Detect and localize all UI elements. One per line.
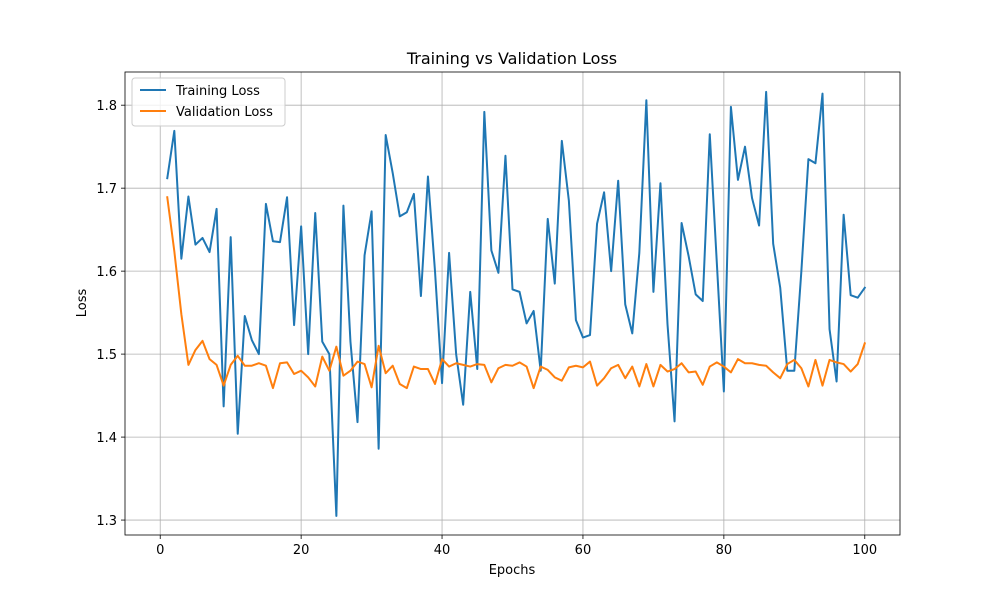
x-tick-label: 40	[434, 543, 451, 558]
series-layer	[166, 90, 867, 517]
y-tick-label: 1.6	[96, 265, 117, 280]
legend-label-training-loss: Training Loss	[175, 84, 260, 99]
legend: Training Loss Validation Loss	[131, 77, 286, 127]
y-tick-label: 1.5	[96, 348, 117, 363]
x-tick-label: 100	[852, 543, 877, 558]
series-line-validation-loss	[166, 196, 867, 390]
legend-box	[131, 77, 286, 127]
y-tick-label: 1.4	[96, 431, 117, 446]
x-axis-label: Epochs	[489, 563, 536, 578]
y-axis-label: Loss	[75, 289, 90, 318]
y-tick-label: 1.7	[96, 182, 117, 197]
x-tick-label: 20	[293, 543, 310, 558]
y-tick-label: 1.3	[96, 514, 117, 529]
legend-label-validation-loss: Validation Loss	[176, 105, 273, 120]
x-tick-label: 80	[716, 543, 733, 558]
x-tick-label: 0	[156, 543, 164, 558]
plot-area-frame	[124, 71, 901, 536]
y-tick-label: 1.8	[96, 99, 117, 114]
axis-ticks: 0 20 40 60 80 100 1.3 1.4 1.5 1.6 1.7 1.8	[96, 99, 877, 558]
series-line-training-loss	[166, 90, 867, 517]
chart-title: Training vs Validation Loss	[406, 49, 617, 68]
x-tick-label: 60	[575, 543, 592, 558]
